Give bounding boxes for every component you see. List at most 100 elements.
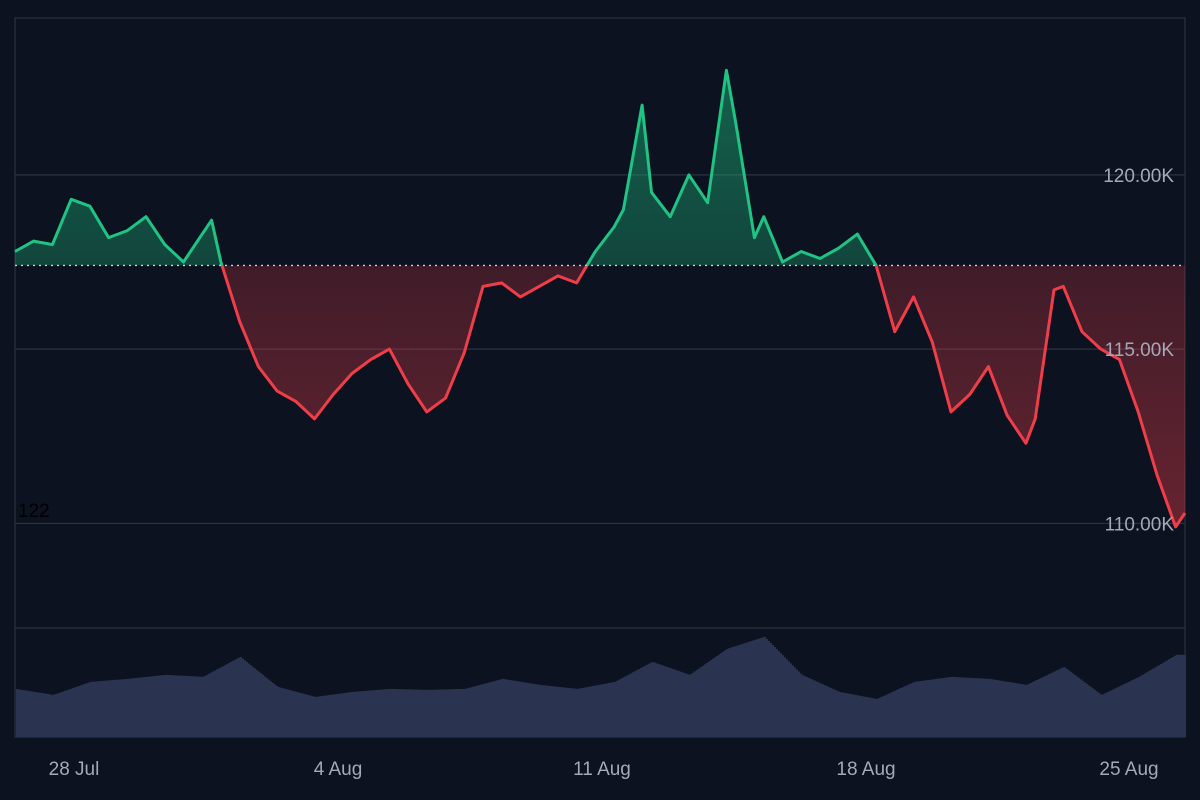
volume-bar (1086, 683, 1088, 737)
volume-bar (698, 668, 700, 737)
volume-bar (810, 678, 812, 737)
volume-bar (638, 669, 640, 737)
volume-bar (758, 638, 760, 737)
volume-bar (846, 693, 848, 737)
volume-bar (612, 682, 614, 737)
volume-bar (1110, 690, 1112, 737)
volume-bar (1080, 679, 1082, 737)
volume-bar (1020, 683, 1022, 737)
volume-bar (896, 689, 898, 737)
volume-bar (920, 680, 922, 737)
volume-bar (456, 689, 458, 737)
volume-bar (840, 692, 842, 737)
x-tick-label-4: 25 Aug (1099, 759, 1158, 780)
volume-bar (686, 673, 688, 737)
volume-bar (1092, 688, 1094, 737)
volume-bar (246, 661, 248, 737)
volume-bar (182, 675, 184, 737)
volume-bar (210, 672, 212, 737)
volume-bar (20, 689, 22, 737)
volume-bar (536, 684, 538, 737)
volume-bar (1082, 680, 1084, 737)
volume-bar (130, 678, 132, 737)
volume-bar (834, 689, 836, 737)
volume-bar (62, 691, 64, 737)
volume-bar (684, 673, 686, 737)
volume-bar (224, 665, 226, 737)
volume-bar (634, 671, 636, 737)
volume-bar (1048, 674, 1050, 737)
volume-bar (964, 677, 966, 737)
volume-bar (550, 686, 552, 737)
volume-bar (186, 675, 188, 737)
volume-bars (16, 636, 1186, 737)
volume-bar (818, 682, 820, 737)
volume-bar (388, 688, 390, 737)
volume-bar (1084, 682, 1086, 737)
volume-bar (114, 679, 116, 737)
volume-bar (890, 692, 892, 737)
overlay-number: 122 (18, 501, 50, 522)
volume-bar (310, 695, 312, 737)
volume-bar (98, 681, 100, 737)
volume-bar (288, 689, 290, 737)
volume-bar (1136, 677, 1138, 737)
x-tick-label-2: 11 Aug (573, 759, 631, 780)
volume-bar (970, 677, 972, 737)
volume-bar (1024, 684, 1026, 737)
volume-bar (726, 649, 728, 737)
price-area (15, 70, 1185, 527)
volume-bar (1018, 683, 1020, 737)
volume-bar (642, 666, 644, 737)
volume-bar (88, 682, 90, 737)
volume-bar (132, 678, 134, 737)
volume-bar (454, 689, 456, 737)
volume-bar (248, 663, 250, 737)
volume-bar (520, 681, 522, 737)
volume-bar (540, 684, 542, 737)
volume-bar (50, 694, 52, 737)
volume-bar (376, 689, 378, 737)
volume-bar (422, 689, 424, 737)
volume-bar (318, 696, 320, 737)
volume-bar (596, 685, 598, 737)
volume-bar (34, 691, 36, 737)
volume-bar (716, 655, 718, 737)
volume-bar (138, 677, 140, 737)
volume-bar (510, 680, 512, 737)
volume-bar (822, 684, 824, 737)
volume-bar (948, 677, 950, 737)
volume-bar (160, 675, 162, 737)
volume-bar (546, 685, 548, 737)
volume-bar (936, 678, 938, 737)
volume-bar (990, 679, 992, 737)
volume-bar (1102, 694, 1104, 737)
volume-bar (796, 669, 798, 737)
volume-bar (426, 689, 428, 737)
volume-bar (1132, 679, 1134, 737)
volume-bar (856, 695, 858, 737)
volume-bar (880, 697, 882, 737)
volume-bar (304, 694, 306, 737)
volume-bar (66, 690, 68, 737)
volume-bar (664, 666, 666, 737)
volume-bar (746, 642, 748, 737)
volume-bar (652, 661, 654, 737)
volume-bar (174, 675, 176, 737)
volume-bar (22, 689, 24, 737)
volume-bar (700, 667, 702, 737)
volume-bar (1098, 692, 1100, 737)
volume-bar (1074, 674, 1076, 737)
volume-bar (968, 677, 970, 737)
volume-bar (1152, 668, 1154, 737)
volume-bar (42, 693, 44, 737)
volume-bar (286, 689, 288, 737)
volume-bar (108, 680, 110, 737)
volume-bar (1034, 680, 1036, 737)
volume-bar (738, 645, 740, 737)
volume-bar (268, 679, 270, 737)
volume-bar (930, 679, 932, 737)
volume-bar (460, 688, 462, 737)
volume-bar (492, 681, 494, 737)
volume-bar (264, 676, 266, 737)
